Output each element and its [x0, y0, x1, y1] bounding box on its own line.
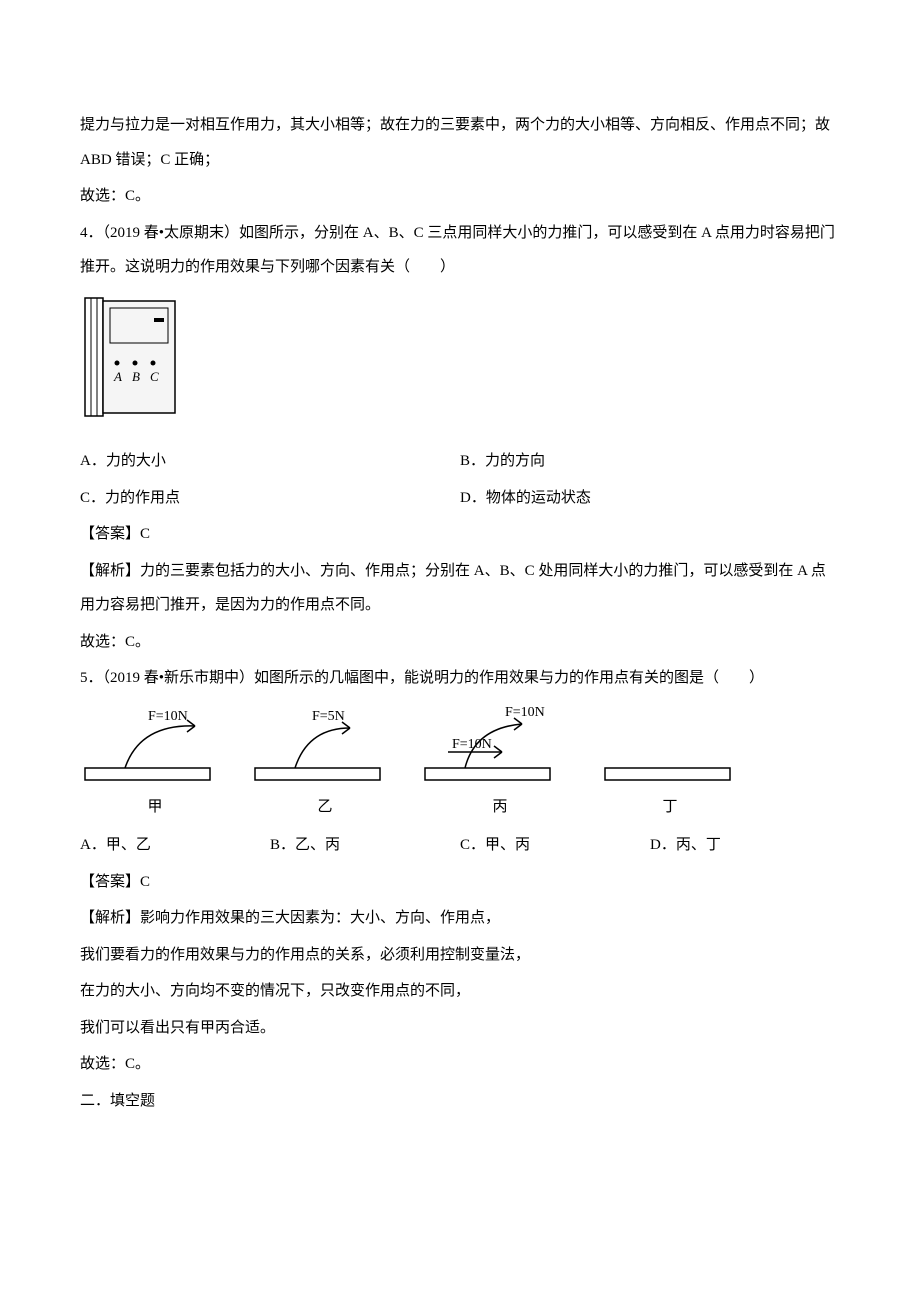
q4-option-row-1: A．力的大小 B．力的方向: [80, 444, 840, 479]
q5-explain-4: 我们可以看出只有甲丙合适。: [80, 1011, 840, 1046]
q5-option-d: D．丙、丁: [650, 828, 840, 863]
door-point-b: B: [132, 369, 140, 384]
q5-explain-1: 【解析】影响力作用效果的三大因素为：大小、方向、作用点，: [80, 901, 840, 936]
diagram-jia: F=10N 甲: [80, 706, 230, 825]
prev-conclusion: 故选：C。: [80, 179, 840, 214]
q5-explain-2: 我们要看力的作用效果与力的作用点的关系，必须利用控制变量法，: [80, 938, 840, 973]
door-point-c: C: [150, 369, 159, 384]
q5-option-a: A．甲、乙: [80, 828, 270, 863]
q5-option-c: C．甲、丙: [460, 828, 650, 863]
section-2-heading: 二．填空题: [80, 1084, 840, 1119]
q4-answer: 【答案】C: [80, 517, 840, 552]
diagram-label-ding: 丁: [662, 790, 677, 825]
force-label-yi: F=5N: [312, 709, 345, 724]
q4-option-a: A．力的大小: [80, 444, 460, 479]
prev-explanation-text: 提力与拉力是一对相互作用力，其大小相等；故在力的三要素中，两个力的大小相等、方向…: [80, 108, 840, 177]
diagram-bing: F=10N F=10N 丙: [420, 706, 580, 825]
q4-conclusion: 故选：C。: [80, 625, 840, 660]
force-diagrams: F=10N 甲 F=5N 乙 F=10N F=10N 丙 丁: [80, 706, 840, 825]
door-point-a: A: [113, 369, 122, 384]
diagram-label-jia: 甲: [147, 790, 162, 825]
q4-option-c: C．力的作用点: [80, 481, 460, 516]
q5-answer: 【答案】C: [80, 865, 840, 900]
force-label-bing-top: F=10N: [505, 706, 545, 720]
q4-explanation: 【解析】力的三要素包括力的大小、方向、作用点；分别在 A、B、C 处用同样大小的…: [80, 554, 840, 623]
q4-option-b: B．力的方向: [460, 444, 840, 479]
door-figure: A B C: [80, 293, 840, 437]
q4-option-d: D．物体的运动状态: [460, 481, 840, 516]
q4-option-row-2: C．力的作用点 D．物体的运动状态: [80, 481, 840, 516]
diagram-ding: 丁: [600, 706, 740, 825]
q4-stem: 4．（2019 春•太原期末）如图所示，分别在 A、B、C 三点用同样大小的力推…: [80, 216, 840, 285]
force-label-jia: F=10N: [148, 709, 188, 724]
diagram-yi: F=5N 乙: [250, 706, 400, 825]
diagram-label-bing: 丙: [492, 790, 507, 825]
force-label-bing-side: F=10N: [452, 737, 492, 752]
q5-option-row: A．甲、乙 B．乙、丙 C．甲、丙 D．丙、丁: [80, 828, 840, 863]
q5-stem: 5．（2019 春•新乐市期中）如图所示的几幅图中，能说明力的作用效果与力的作用…: [80, 661, 840, 696]
diagram-label-yi: 乙: [317, 790, 332, 825]
q5-conclusion: 故选：C。: [80, 1047, 840, 1082]
q5-option-b: B．乙、丙: [270, 828, 460, 863]
q5-explain-3: 在力的大小、方向均不变的情况下，只改变作用点的不同，: [80, 974, 840, 1009]
